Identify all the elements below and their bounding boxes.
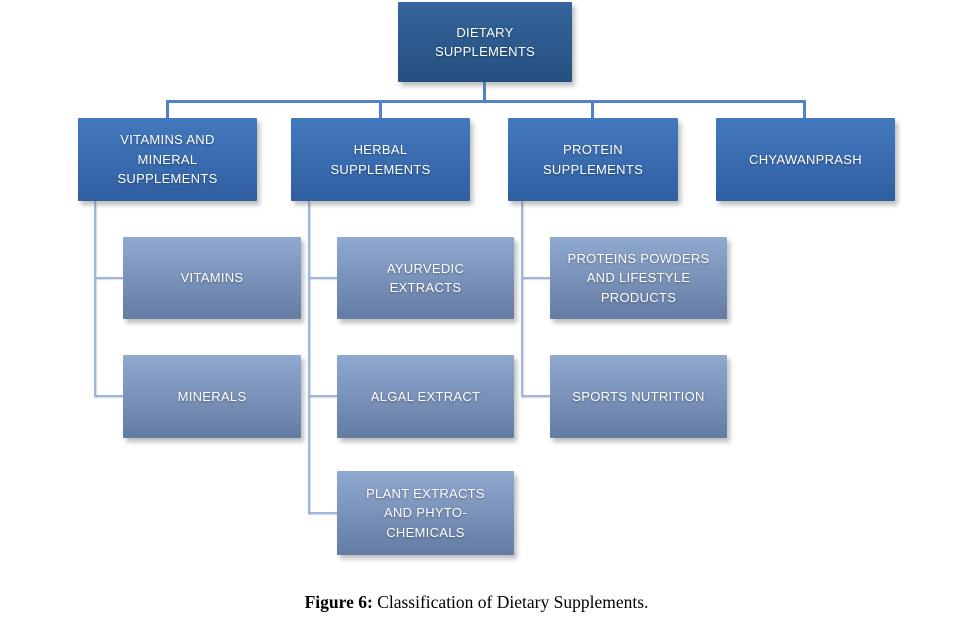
connector-hang-protein [521, 201, 523, 397]
node-label: SPORTS NUTRITION [572, 388, 705, 404]
connector-main-horizontal [166, 100, 806, 103]
connector-stub-vitamins [94, 277, 123, 279]
connector-stub-algal-extract [308, 395, 337, 397]
connector-stub-ayurvedic-extracts [308, 277, 337, 279]
connector-root-vertical [483, 82, 486, 101]
node-label: ALGAL EXTRACT [370, 388, 481, 404]
connector-stub-minerals [94, 395, 123, 397]
node-vitamins-and-mineral-supplements: VITAMINS AND MINERAL SUPPLEMENTS [78, 118, 257, 201]
node-vitamins: VITAMINS [123, 237, 301, 319]
connector-stub-herbal [379, 100, 382, 118]
node-plant-extracts-phytochemicals: PLANT EXTRACTS AND PHYTO- CHEMICALS [337, 471, 514, 555]
figure-caption-text: Classification of Dietary Supplements. [372, 592, 649, 612]
connector-stub-plant-extracts [308, 512, 337, 514]
node-algal-extract: ALGAL EXTRACT [337, 355, 514, 438]
node-label: MINERALS [177, 388, 247, 404]
connector-hang-vitamins-minerals [94, 201, 96, 397]
connector-stub-protein [591, 100, 594, 118]
node-proteins-powders-lifestyle-products: PROTEINS POWDERS AND LIFESTYLE PRODUCTS [550, 237, 727, 319]
node-sports-nutrition: SPORTS NUTRITION [550, 355, 727, 438]
connector-stub-sports-nutrition [521, 395, 550, 397]
node-chyawanprash: CHYAWANPRASH [716, 118, 895, 201]
node-label: PROTEINS POWDERS AND LIFESTYLE PRODUCTS [567, 250, 710, 305]
connector-stub-vitamins-minerals [166, 100, 169, 118]
connector-stub-chyawanprash [803, 100, 806, 118]
node-herbal-supplements: HERBAL SUPPLEMENTS [291, 118, 470, 201]
figure-caption: Figure 6: Classification of Dietary Supp… [0, 592, 953, 613]
node-label: PROTEIN SUPPLEMENTS [542, 142, 644, 177]
connector-hang-herbal [308, 201, 310, 514]
node-label: CHYAWANPRASH [749, 151, 862, 167]
node-label: VITAMINS [180, 270, 244, 286]
node-protein-supplements: PROTEIN SUPPLEMENTS [508, 118, 678, 201]
node-label: AYURVEDIC EXTRACTS [386, 260, 465, 296]
node-dietary-supplements: DIETARY SUPPLEMENTS [398, 2, 572, 82]
node-label: PLANT EXTRACTS AND PHYTO- CHEMICALS [366, 485, 485, 540]
node-label: VITAMINS AND MINERAL SUPPLEMENTS [117, 132, 218, 187]
node-ayurvedic-extracts: AYURVEDIC EXTRACTS [337, 237, 514, 319]
connector-stub-protein-powders [521, 277, 550, 279]
node-label: HERBAL SUPPLEMENTS [330, 142, 431, 177]
figure-caption-prefix: Figure 6: [304, 592, 373, 612]
node-minerals: MINERALS [123, 355, 301, 438]
node-label: DIETARY SUPPLEMENTS [434, 24, 536, 60]
